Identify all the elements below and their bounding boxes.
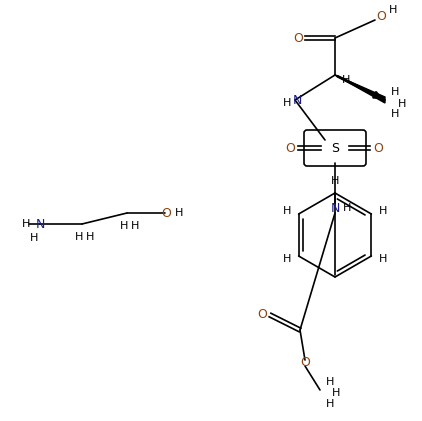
Text: H: H: [131, 221, 139, 231]
Text: H: H: [326, 399, 334, 409]
Text: O: O: [257, 309, 267, 322]
Text: H: H: [398, 99, 406, 109]
Text: O: O: [373, 141, 383, 155]
Text: N: N: [292, 93, 302, 107]
Text: H: H: [86, 232, 94, 242]
FancyBboxPatch shape: [304, 130, 366, 166]
Text: H: H: [326, 377, 334, 387]
Text: S: S: [331, 141, 339, 155]
Text: O: O: [285, 141, 295, 155]
Text: H: H: [332, 388, 340, 398]
Text: H: H: [22, 219, 30, 229]
Text: H: H: [282, 206, 291, 216]
Text: O: O: [161, 206, 171, 219]
Text: H: H: [282, 254, 291, 264]
Text: O: O: [300, 357, 310, 370]
Text: H: H: [283, 98, 291, 108]
Text: H: H: [379, 206, 387, 216]
Text: H: H: [331, 176, 339, 186]
Text: H: H: [391, 109, 399, 119]
Text: H: H: [342, 75, 350, 85]
Text: H: H: [75, 232, 83, 242]
Text: O: O: [293, 32, 303, 45]
Text: N: N: [35, 218, 45, 231]
Text: O: O: [376, 10, 386, 22]
Text: H: H: [391, 87, 399, 97]
Text: H: H: [343, 203, 351, 213]
Text: H: H: [389, 5, 397, 15]
Text: H: H: [379, 254, 387, 264]
Text: H: H: [30, 233, 38, 243]
Text: N: N: [330, 202, 340, 215]
Text: H: H: [120, 221, 128, 231]
Text: H: H: [175, 208, 183, 218]
Polygon shape: [335, 75, 385, 103]
